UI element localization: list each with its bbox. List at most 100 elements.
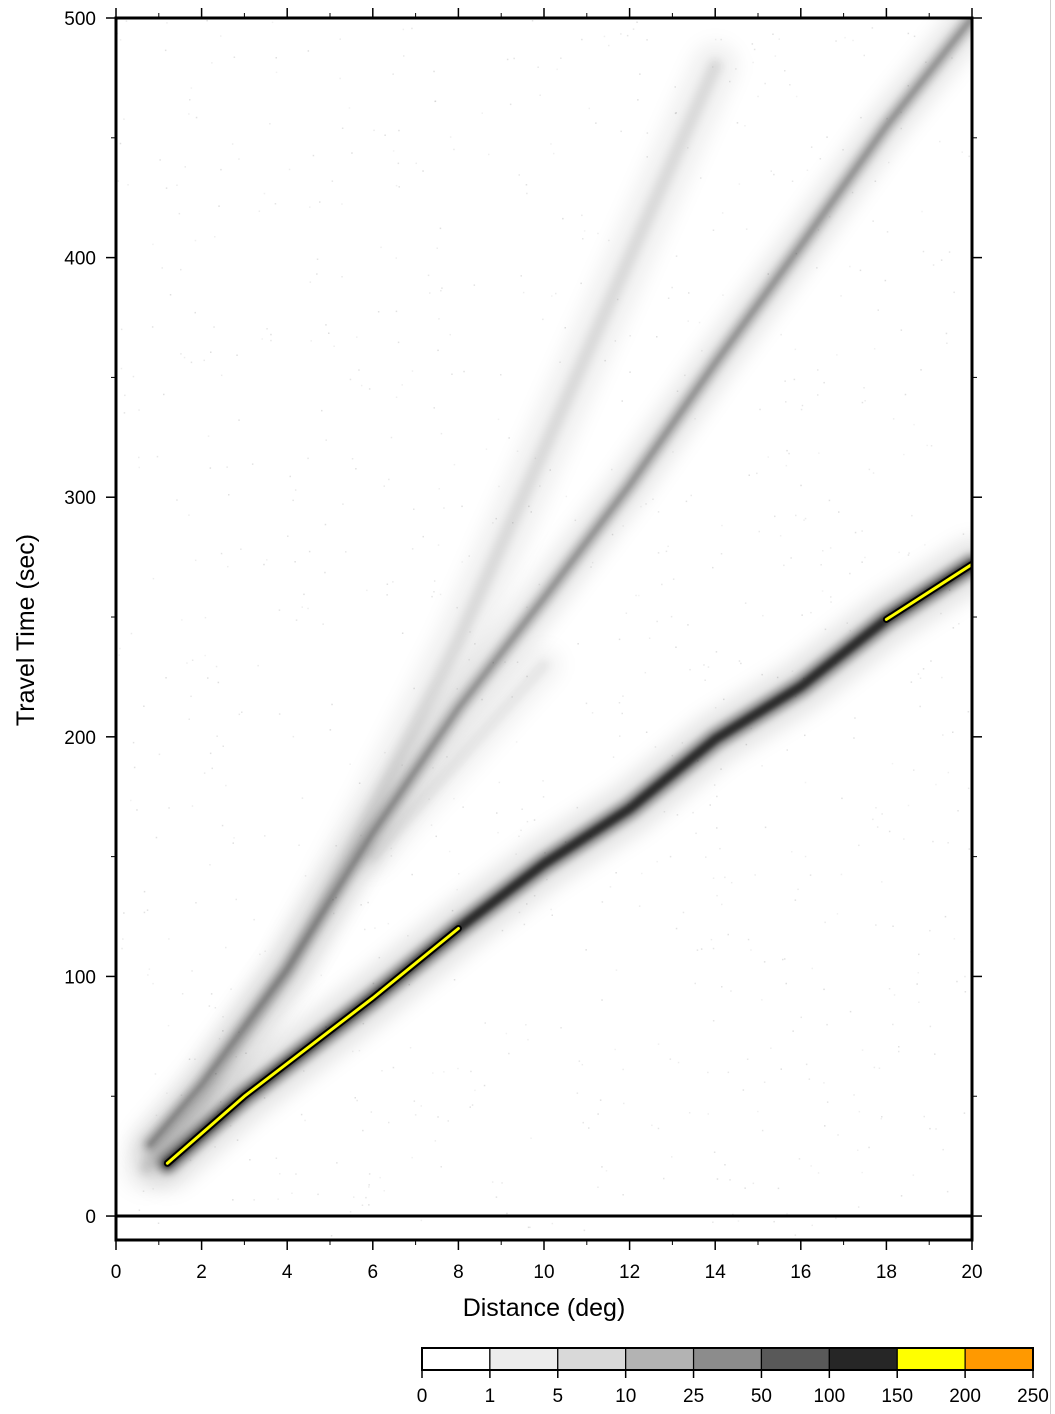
speckle-dot — [872, 220, 874, 222]
speckle-dot — [190, 87, 193, 89]
speckle-dot — [414, 1114, 417, 1116]
speckle-dot — [428, 798, 430, 800]
speckle-dot — [560, 57, 562, 59]
speckle-dot — [152, 982, 154, 985]
speckle-dot — [501, 1182, 503, 1184]
speckle-dot — [411, 1156, 413, 1159]
speckle-dot — [947, 842, 949, 844]
speckle-dot — [374, 927, 376, 929]
speckle-dot — [646, 156, 648, 158]
speckle-dot — [640, 505, 642, 508]
speckle-dot — [754, 874, 756, 876]
speckle-dot — [469, 631, 471, 633]
speckle-dot — [801, 614, 803, 616]
colorbar-label: 250 — [1017, 1386, 1049, 1407]
speckle-dot — [621, 400, 623, 402]
speckle-dot — [332, 898, 334, 901]
speckle-dot — [138, 456, 140, 459]
speckle-dot — [195, 116, 198, 119]
speckle-dot — [228, 494, 230, 496]
speckle-dot — [468, 659, 470, 661]
speckle-dot — [716, 894, 718, 897]
speckle-dot — [841, 797, 843, 800]
speckle-dot — [619, 735, 621, 737]
speckle-dot — [143, 890, 146, 893]
speckle-dot — [917, 972, 919, 974]
speckle-dot — [641, 872, 643, 875]
speckle-dot — [481, 698, 483, 701]
speckle-dot — [232, 1199, 234, 1201]
speckle-dot — [727, 933, 729, 936]
speckle-dot — [926, 444, 928, 447]
speckle-dot — [180, 268, 182, 271]
speckle-dot — [233, 56, 236, 58]
speckle-dot — [800, 1016, 802, 1019]
speckle-dot — [500, 374, 502, 376]
speckle-dot — [773, 1220, 775, 1223]
speckle-dot — [694, 982, 696, 985]
speckle-dot — [366, 589, 368, 592]
speckle-dot — [238, 158, 240, 160]
speckle-dot — [696, 949, 699, 951]
speckle-dot — [155, 836, 158, 839]
speckle-dot — [635, 594, 637, 597]
x-axis-label: Distance (deg) — [463, 1294, 626, 1322]
speckle-dot — [263, 192, 266, 195]
speckle-dot — [804, 517, 807, 520]
speckle-dot — [818, 452, 820, 454]
speckle-dot — [294, 561, 296, 563]
x-tick-label: 6 — [368, 1262, 379, 1283]
speckle-dot — [597, 1113, 599, 1115]
speckle-dot — [279, 1173, 281, 1175]
speckle-dot — [873, 348, 876, 350]
speckle-dot — [288, 168, 291, 171]
speckle-dot — [907, 85, 909, 87]
speckle-dot — [849, 265, 851, 268]
speckle-dot — [857, 1206, 860, 1208]
speckle-dot — [929, 1127, 931, 1130]
speckle-dot — [319, 201, 321, 203]
speckle-dot — [888, 161, 890, 164]
speckle-dot — [868, 468, 871, 471]
speckle-dot — [892, 418, 895, 420]
speckle-dot — [629, 371, 631, 373]
speckle-dot — [119, 647, 121, 650]
colorbar-label: 150 — [881, 1386, 913, 1407]
speckle-dot — [373, 129, 375, 132]
speckle-dot — [232, 842, 234, 844]
speckle-dot — [453, 148, 455, 151]
speckle-dot — [309, 281, 312, 283]
speckle-dot — [627, 803, 629, 806]
speckle-dot — [295, 619, 298, 621]
colorbar-frame — [421, 1347, 1034, 1371]
speckle-dot — [322, 623, 324, 625]
speckle-dot — [842, 149, 844, 151]
speckle-dot — [712, 229, 715, 231]
speckle-dot — [811, 1224, 813, 1227]
speckle-dot — [674, 112, 677, 115]
speckle-dot — [215, 1073, 217, 1075]
speckle-dot — [453, 797, 455, 800]
speckle-dot — [623, 1102, 625, 1105]
speckle-dot — [456, 606, 458, 609]
speckle-dot — [795, 95, 798, 98]
speckle-dot — [209, 752, 212, 755]
speckle-dot — [152, 243, 154, 246]
speckle-dot — [761, 999, 763, 1001]
speckle-dot — [360, 834, 362, 837]
speckle-dot — [967, 787, 970, 790]
speckle-dot — [836, 354, 838, 356]
speckle-dot — [123, 412, 126, 414]
speckle-dot — [958, 623, 960, 625]
speckle-dot — [823, 988, 825, 991]
speckle-dot — [730, 990, 732, 992]
speckle-dot — [438, 318, 440, 320]
speckle-dot — [727, 1071, 730, 1074]
speckle-dot — [218, 1038, 221, 1040]
speckle-dot — [724, 1164, 726, 1166]
speckle-dot — [687, 147, 689, 149]
speckle-dot — [434, 1140, 437, 1142]
speckle-dot — [968, 848, 970, 850]
speckle-dot — [868, 1146, 870, 1149]
speckle-dot — [210, 351, 212, 353]
